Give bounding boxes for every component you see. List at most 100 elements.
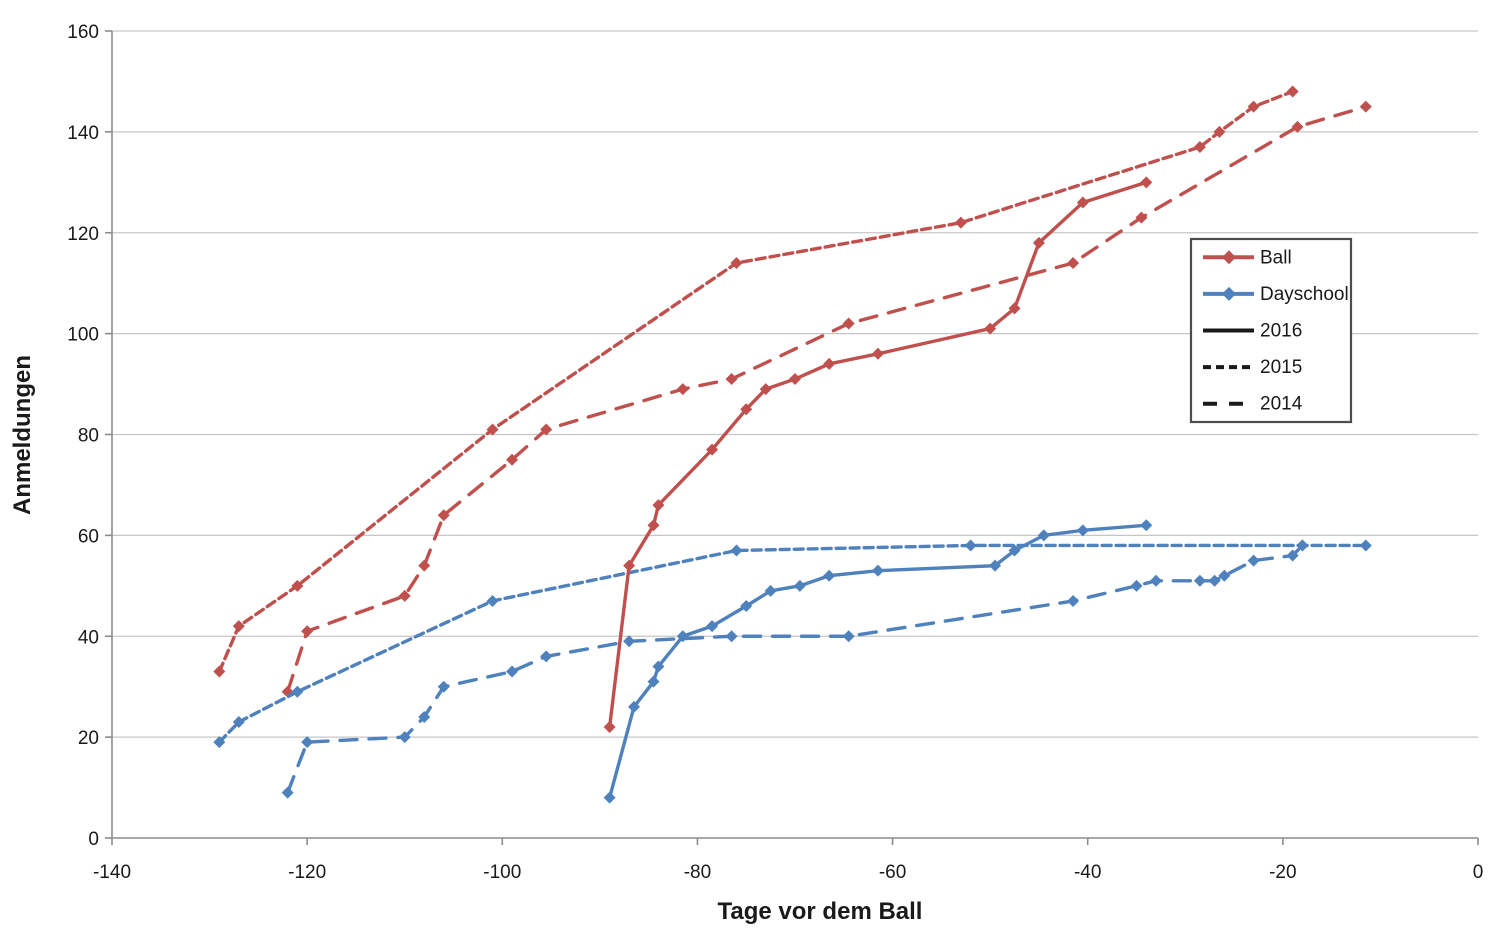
- data-point-marker: [623, 559, 636, 572]
- data-point-marker: [871, 347, 884, 360]
- data-point-marker: [506, 665, 519, 678]
- data-point-marker: [437, 509, 450, 522]
- data-point-marker: [706, 443, 719, 456]
- data-point-marker: [740, 403, 753, 416]
- y-tick-label: 140: [67, 123, 99, 144]
- data-point-marker: [623, 635, 636, 648]
- data-point-marker: [789, 373, 801, 386]
- series-dayschool-2016: [603, 519, 1153, 804]
- data-point-marker: [1193, 141, 1206, 154]
- x-tick-label: -100: [483, 862, 521, 883]
- series-dayschool-2014: [281, 539, 1309, 799]
- x-tick-label: -120: [288, 862, 326, 883]
- data-point-marker: [759, 383, 772, 396]
- gridlines: [112, 30, 1478, 738]
- data-point-marker: [706, 620, 719, 633]
- data-point-marker: [1067, 257, 1080, 270]
- data-point-marker: [676, 383, 689, 396]
- data-point-marker: [823, 569, 836, 582]
- data-point-marker: [1247, 100, 1260, 113]
- data-point-marker: [730, 257, 743, 270]
- legend-label: 2014: [1260, 394, 1303, 415]
- data-point-marker: [1067, 594, 1080, 607]
- x-tick-label: -140: [93, 862, 131, 883]
- data-point-marker: [1076, 524, 1089, 537]
- data-point-marker: [281, 786, 294, 799]
- data-point-marker: [1208, 574, 1221, 587]
- series-ball-2016: [603, 176, 1153, 734]
- series-lines: [213, 85, 1372, 804]
- data-point-marker: [1247, 554, 1260, 567]
- data-point-marker: [730, 544, 743, 557]
- data-point-marker: [652, 499, 665, 512]
- data-point-marker: [291, 685, 304, 698]
- data-point-marker: [964, 539, 977, 552]
- legend-label: 2015: [1260, 357, 1302, 378]
- x-tick-label: -40: [1074, 862, 1101, 883]
- data-point-marker: [213, 665, 226, 678]
- data-point-marker: [1359, 100, 1372, 113]
- data-point-marker: [871, 564, 884, 577]
- data-point-marker: [1286, 549, 1299, 562]
- y-tick-label: 60: [78, 526, 99, 547]
- series-line: [217, 543, 1368, 744]
- data-point-marker: [647, 675, 660, 688]
- series-dayschool-2015: [213, 539, 1372, 749]
- data-point-marker: [1008, 302, 1021, 315]
- data-point-marker: [725, 373, 738, 386]
- x-axis-title: Tage vor dem Ball: [718, 898, 923, 925]
- data-point-marker: [1076, 196, 1089, 209]
- data-point-marker: [652, 660, 665, 673]
- data-point-marker: [506, 453, 519, 466]
- data-point-marker: [232, 715, 245, 728]
- y-tick-label: 120: [67, 224, 99, 245]
- data-point-marker: [398, 589, 411, 602]
- tick-labels: 0 20 40 60 80 100 120 140 160 -140 -120 -100 -80 -60 -…: [67, 22, 1483, 883]
- data-point-marker: [842, 317, 855, 330]
- legend-item-dayschool: Dayschool: [1203, 284, 1349, 305]
- data-point-marker: [603, 791, 616, 804]
- data-point-marker: [676, 630, 689, 643]
- legend-label: Ball: [1260, 247, 1292, 268]
- data-point-marker: [1032, 236, 1045, 249]
- y-tick-label: 40: [78, 627, 99, 648]
- y-tick-label: 0: [88, 829, 99, 850]
- legend-item-2016: 2016: [1203, 321, 1302, 342]
- data-point-marker: [437, 680, 450, 693]
- legend-label: Dayschool: [1260, 284, 1349, 305]
- data-point-marker: [301, 736, 314, 749]
- data-point-marker: [1286, 85, 1299, 98]
- data-point-marker: [989, 559, 1002, 572]
- axes: [105, 30, 1479, 845]
- data-point-marker: [647, 519, 660, 532]
- data-point-marker: [486, 423, 499, 436]
- data-point-marker: [291, 579, 304, 592]
- series-line: [607, 523, 1148, 800]
- data-point-marker: [1296, 539, 1309, 552]
- legend-swatch-marker: [1222, 250, 1236, 265]
- series-ball-2015: [213, 85, 1299, 678]
- legend-item-2015: 2015: [1203, 357, 1302, 378]
- data-point-marker: [1130, 579, 1143, 592]
- data-point-marker: [232, 620, 245, 633]
- legend-item-2014: 2014: [1203, 394, 1303, 415]
- data-point-marker: [1193, 574, 1206, 587]
- y-tick-label: 100: [67, 325, 99, 346]
- data-point-marker: [301, 625, 314, 638]
- data-point-marker: [418, 559, 431, 572]
- data-point-marker: [1213, 125, 1226, 138]
- legend-item-ball: Ball: [1203, 247, 1292, 268]
- data-point-marker: [954, 216, 967, 229]
- data-point-marker: [1150, 574, 1163, 587]
- x-tick-label: 0: [1473, 862, 1484, 883]
- data-point-marker: [398, 731, 411, 744]
- y-tick-label: 20: [78, 728, 99, 749]
- data-point-marker: [725, 630, 738, 643]
- data-point-marker: [1291, 120, 1304, 133]
- x-tick-label: -60: [879, 862, 906, 883]
- legend-label: 2016: [1260, 321, 1302, 342]
- x-tick-label: -20: [1269, 862, 1296, 883]
- data-point-marker: [603, 721, 616, 734]
- legend: Ball Dayschool 2016 2015 2014: [1189, 237, 1353, 424]
